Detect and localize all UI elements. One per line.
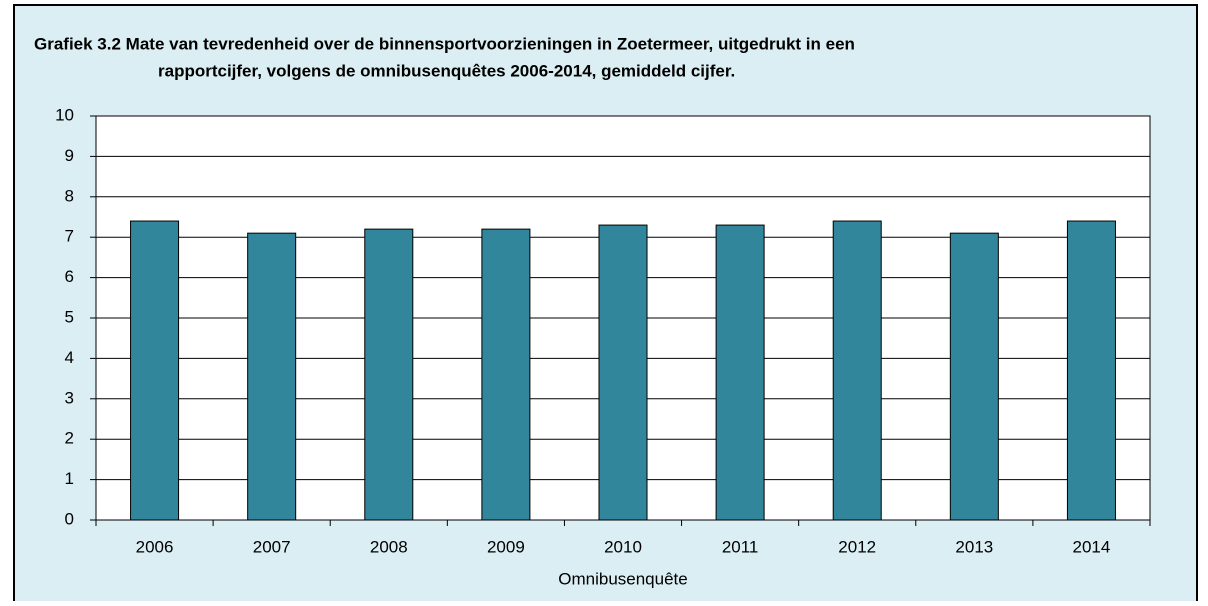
bar <box>247 232 297 521</box>
y-tick-label: 7 <box>65 227 74 246</box>
y-tick-label: 9 <box>65 146 74 165</box>
bar <box>715 224 765 521</box>
x-tick-label: 2014 <box>1073 537 1111 556</box>
y-tick-label: 4 <box>65 348 74 367</box>
x-tick-label: 2008 <box>370 537 408 556</box>
y-tick-label: 2 <box>65 429 74 448</box>
chart-title: rapportcijfer, volgens de omnibusenquête… <box>158 61 735 80</box>
x-tick-label: 2007 <box>253 537 291 556</box>
bar <box>481 228 531 521</box>
bar <box>1066 220 1116 521</box>
x-tick-label: 2009 <box>487 537 525 556</box>
chart-title: Grafiek 3.2 Mate van tevredenheid over d… <box>34 34 855 53</box>
bar <box>364 228 414 521</box>
y-tick-label: 0 <box>65 509 74 528</box>
y-tick-label: 1 <box>65 469 74 488</box>
y-tick-label: 5 <box>65 307 74 326</box>
bar <box>832 220 882 521</box>
x-tick-label: 2012 <box>838 537 876 556</box>
y-tick-label: 6 <box>65 267 74 286</box>
bar <box>598 224 648 521</box>
y-tick-label: 8 <box>65 186 74 205</box>
y-tick-label: 10 <box>55 105 74 124</box>
x-tick-label: 2006 <box>136 537 174 556</box>
bar <box>130 220 180 521</box>
y-tick-label: 3 <box>65 388 74 407</box>
bar <box>949 232 999 521</box>
x-axis-label: Omnibusenquête <box>558 569 687 588</box>
x-tick-label: 2013 <box>955 537 993 556</box>
x-tick-label: 2010 <box>604 537 642 556</box>
x-tick-label: 2011 <box>722 537 759 556</box>
